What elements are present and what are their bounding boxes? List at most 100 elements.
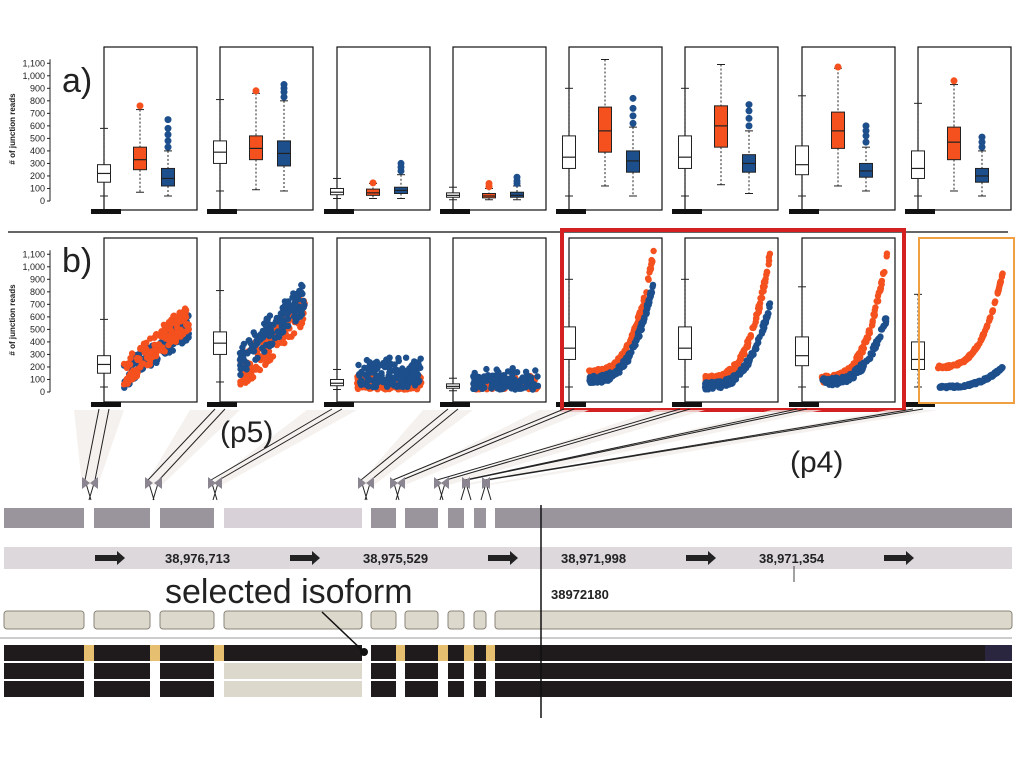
box-body: [249, 135, 263, 161]
scatter-point-blue: [372, 381, 379, 388]
scatter-point-blue: [240, 340, 248, 348]
y-tick-label: 600: [30, 121, 45, 131]
box-body: [366, 188, 380, 196]
isoform-track-segment: [405, 645, 438, 661]
box-body: [975, 167, 989, 183]
box-outlier: [280, 93, 288, 101]
scatter-point-blue: [740, 367, 748, 374]
isoform-exon-box: [3, 610, 85, 630]
scatter-point-blue: [404, 383, 411, 391]
scatter-panel: [556, 237, 663, 407]
scatter-point-orange: [965, 355, 972, 362]
scatter-point-blue: [280, 328, 287, 336]
box-outlier: [164, 137, 172, 145]
junction-highlight: [84, 645, 94, 661]
scatter-point-blue: [505, 375, 513, 383]
isoform-track-segment: [94, 663, 150, 679]
scatter-panel-baseline-marker: [905, 402, 935, 407]
box-body: [626, 150, 640, 173]
box-outlier: [629, 104, 637, 112]
isoform-track-segment: [405, 681, 438, 697]
scatter-point-blue: [524, 382, 531, 389]
box-outlier: [978, 143, 986, 151]
box-outlier: [164, 143, 172, 151]
scatter-panel: [324, 237, 431, 407]
scatter-point-orange: [181, 305, 189, 312]
junction-marker: [90, 477, 98, 489]
scatter-point-blue: [520, 377, 528, 385]
scatter-point-orange: [126, 361, 134, 368]
scatter-point-blue: [636, 326, 643, 334]
junction-marker: [154, 477, 162, 489]
box-body: [947, 126, 961, 161]
scatter-point-blue: [298, 307, 305, 315]
junction-connector-line: [484, 408, 914, 481]
junction-marker: [462, 477, 470, 489]
scatter-point-orange: [744, 340, 752, 348]
scatter-point-blue: [269, 340, 276, 347]
y-tick-label: 100: [30, 374, 45, 384]
junction-marker: [366, 477, 374, 489]
y-tick-label: 100: [30, 183, 45, 193]
scatter-panel: [672, 237, 779, 407]
box-panel: [905, 46, 1012, 214]
y-tick-label: 200: [30, 171, 45, 181]
scatter-point-orange: [177, 330, 184, 337]
scatter-point-blue: [292, 313, 299, 321]
scatter-panel: [905, 270, 1006, 407]
box-outlier: [629, 112, 637, 120]
scatter-point-orange: [958, 359, 965, 366]
scatter-point-blue: [762, 315, 770, 322]
scatter-point-blue: [277, 310, 285, 317]
scatter-point-orange: [761, 283, 768, 290]
scatter-point-blue: [527, 377, 535, 384]
scatter-point-orange: [161, 327, 168, 334]
scatter-point-blue: [532, 367, 539, 374]
y-tick-label: 800: [30, 287, 45, 297]
scatter-point-blue: [250, 347, 258, 355]
box-panel-baseline-marker: [324, 209, 354, 214]
scatter-point-blue: [372, 366, 380, 373]
isoform-track-segment: [160, 663, 214, 679]
y-tick-label: 600: [30, 312, 45, 322]
isoform-exon-box: [473, 610, 487, 630]
junction-highlight: [464, 645, 474, 661]
junction-fan-shading: [482, 410, 938, 485]
scatter-point-blue: [251, 331, 259, 339]
box-panel-frame: [801, 46, 896, 211]
scatter-point-blue: [852, 366, 859, 373]
box-outlier: [745, 107, 753, 115]
isoform-exon-box: [370, 610, 397, 630]
scatter-point-orange: [185, 326, 192, 333]
scatter-point-blue: [641, 314, 648, 321]
isoform-track-segment: [4, 663, 84, 679]
isoform-exon-box: [494, 610, 1013, 630]
scatter-point-blue: [731, 376, 738, 383]
junction-highlight: [150, 645, 160, 661]
scatter-point-orange: [173, 324, 181, 331]
scatter-point-blue: [858, 367, 865, 375]
scatter-point-blue: [169, 347, 176, 354]
scatter-point-blue: [493, 374, 500, 382]
scatter-point-orange: [752, 318, 759, 326]
direction-arrow-icon: [95, 551, 125, 565]
scatter-point-blue: [599, 378, 606, 385]
panel-b-label: b): [62, 242, 92, 280]
box-body: [795, 336, 809, 367]
scatter-point-blue: [266, 332, 273, 340]
junction-highlight: [214, 645, 224, 661]
scatter-point-blue: [357, 378, 364, 385]
scatter-point-blue: [948, 382, 956, 390]
junction-marker: [441, 477, 449, 489]
isoform-track-segment: [224, 663, 362, 679]
scatter-point-orange: [871, 310, 878, 317]
y-tick-label: 400: [30, 146, 45, 156]
scatter-point-blue: [398, 372, 405, 379]
junction-connector-line: [401, 408, 575, 481]
scatter-point-blue: [263, 317, 270, 324]
exon-block: [4, 508, 84, 528]
y-tick-label: 400: [30, 337, 45, 347]
isoform-track-segment: [94, 681, 150, 697]
scatter-point-blue: [639, 319, 647, 326]
box-outlier: [862, 138, 870, 146]
